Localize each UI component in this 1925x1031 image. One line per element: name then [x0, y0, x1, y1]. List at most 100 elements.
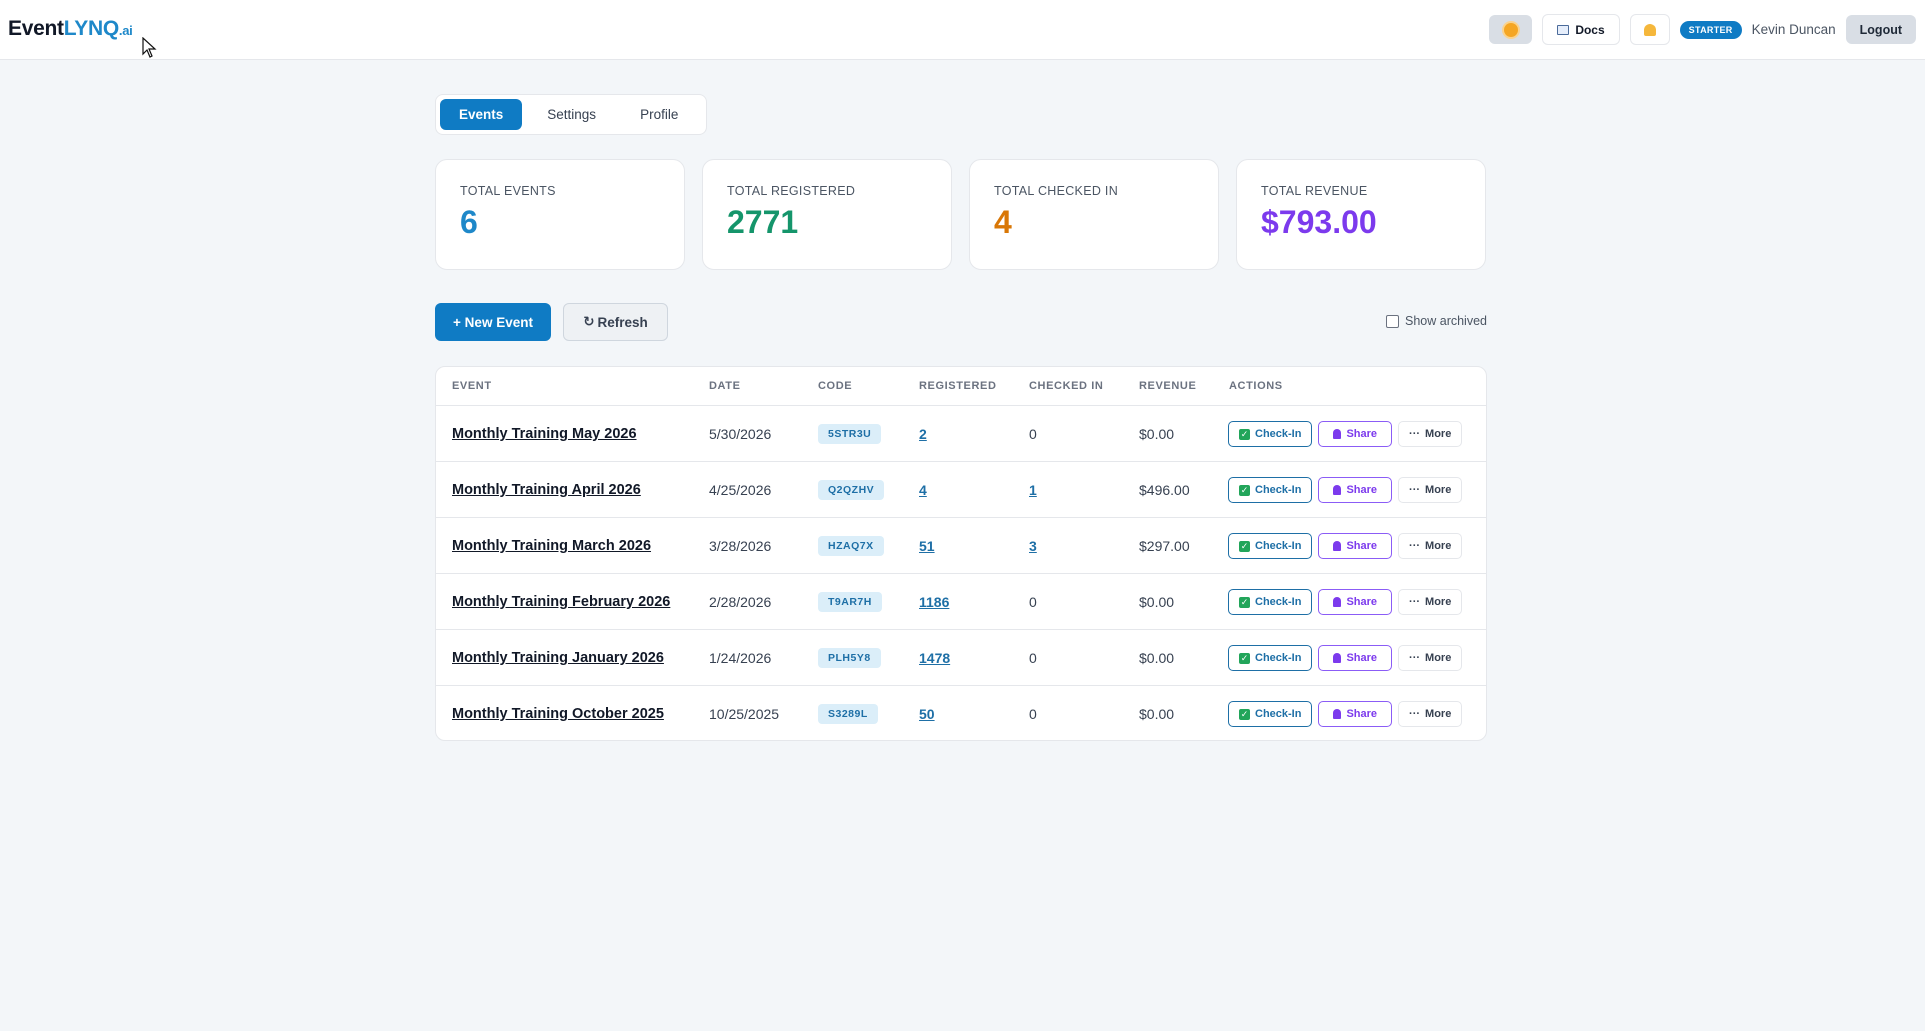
event-name-link[interactable]: Monthly Training January 2026: [452, 650, 664, 666]
event-date: 1/24/2026: [709, 650, 772, 666]
event-code-badge: HZAQ7X: [818, 536, 884, 556]
check-in-button[interactable]: ✓ Check-In: [1228, 701, 1313, 727]
event-revenue: $0.00: [1139, 426, 1175, 442]
registered-count-link[interactable]: 2: [919, 426, 927, 442]
checked-in-count[interactable]: 3: [1029, 538, 1037, 554]
user-name: Kevin Duncan: [1751, 22, 1836, 37]
share-label: Share: [1346, 484, 1378, 496]
table-row: Monthly Training May 2026 5/30/2026 5STR3U…: [436, 406, 1486, 462]
more-button[interactable]: ··· More: [1398, 421, 1463, 447]
checkbox-checked-icon: ✓: [1239, 540, 1250, 552]
mouse-cursor-icon: [142, 37, 157, 58]
check-in-label: Check-In: [1255, 708, 1302, 720]
share-label: Share: [1346, 652, 1378, 664]
refresh-icon: ↻: [583, 314, 595, 329]
col-header-actions: ACTIONS: [1229, 380, 1283, 392]
refresh-label: Refresh: [597, 314, 648, 330]
refresh-button[interactable]: ↻ Refresh: [563, 303, 668, 341]
check-in-button[interactable]: ✓ Check-In: [1228, 477, 1313, 503]
more-label: More: [1425, 484, 1452, 496]
more-label: More: [1425, 652, 1452, 664]
stat-value: 6: [460, 204, 478, 240]
share-label: Share: [1346, 428, 1378, 440]
table-row: Monthly Training April 2026 4/25/2026 Q2QZ…: [436, 462, 1486, 518]
registered-count-link[interactable]: 50: [919, 706, 935, 722]
registered-count-link[interactable]: 1186: [919, 594, 950, 610]
logout-button[interactable]: Logout: [1845, 15, 1916, 44]
table-header: EVENT DATE CODE REGISTERED CHECKED IN RE…: [436, 367, 1486, 406]
stat-label: TOTAL EVENTS: [460, 184, 556, 198]
theme-toggle-button[interactable]: [1489, 15, 1533, 44]
registered-count-link[interactable]: 4: [919, 482, 927, 498]
check-in-button[interactable]: ✓ Check-In: [1228, 589, 1313, 615]
tab-events[interactable]: Events: [440, 99, 523, 130]
share-icon: [1333, 429, 1342, 439]
event-revenue: $297.00: [1139, 538, 1190, 554]
event-name-link[interactable]: Monthly Training May 2026: [452, 426, 637, 442]
col-header-date: DATE: [709, 380, 741, 392]
check-in-button[interactable]: ✓ Check-In: [1228, 421, 1313, 447]
stat-label: TOTAL REGISTERED: [727, 184, 856, 198]
col-header-revenue: REVENUE: [1139, 380, 1197, 392]
event-date: 10/25/2025: [709, 706, 780, 722]
share-button[interactable]: Share: [1318, 477, 1393, 503]
check-in-label: Check-In: [1255, 484, 1302, 496]
checked-in-count: 0: [1029, 650, 1037, 666]
table-row: Monthly Training February 2026 2/28/2026 T…: [436, 574, 1486, 630]
more-label: More: [1425, 708, 1452, 720]
more-button[interactable]: ··· More: [1398, 477, 1463, 503]
more-button[interactable]: ··· More: [1398, 645, 1463, 671]
share-button[interactable]: Share: [1318, 589, 1393, 615]
share-icon: [1333, 709, 1342, 719]
table-row: Monthly Training January 2026 1/24/2026 PL…: [436, 630, 1486, 686]
check-in-button[interactable]: ✓ Check-In: [1228, 645, 1313, 671]
checked-in-count: 0: [1029, 706, 1037, 722]
table-row: Monthly Training October 2025 10/25/2025 S…: [436, 686, 1486, 740]
table-row: Monthly Training March 2026 3/28/2026 HZAQ…: [436, 518, 1486, 574]
share-button[interactable]: Share: [1318, 421, 1393, 447]
ellipsis-icon: ···: [1409, 708, 1421, 720]
more-button[interactable]: ··· More: [1398, 589, 1463, 615]
registered-count-link[interactable]: 1478: [919, 650, 951, 666]
checkbox-checked-icon: ✓: [1239, 484, 1250, 496]
share-button[interactable]: Share: [1318, 645, 1393, 671]
more-button[interactable]: ··· More: [1398, 701, 1463, 727]
check-in-button[interactable]: ✓ Check-In: [1228, 533, 1313, 559]
checkbox-checked-icon: ✓: [1239, 428, 1250, 440]
checkbox-checked-icon: ✓: [1239, 652, 1250, 664]
checked-in-count: 0: [1029, 594, 1037, 610]
share-icon: [1333, 653, 1342, 663]
app-logo[interactable]: EventLYNQ.ai: [8, 17, 133, 41]
event-name-link[interactable]: Monthly Training October 2025: [452, 706, 664, 722]
main-tabs: Events Settings Profile: [435, 94, 707, 135]
ellipsis-icon: ···: [1409, 652, 1421, 664]
event-date: 4/25/2026: [709, 482, 772, 498]
event-name-link[interactable]: Monthly Training March 2026: [452, 538, 652, 554]
col-header-registered: REGISTERED: [919, 380, 997, 392]
logo-text-lynq: LYNQ: [63, 17, 120, 40]
event-code-badge: 5STR3U: [818, 424, 882, 444]
event-revenue: $496.00: [1139, 482, 1190, 498]
event-code-badge: S3289L: [818, 704, 878, 724]
notifications-button[interactable]: [1629, 14, 1670, 45]
registered-count-link[interactable]: 51: [919, 538, 935, 554]
share-button[interactable]: Share: [1318, 701, 1393, 727]
event-name-link[interactable]: Monthly Training April 2026: [452, 482, 641, 498]
more-label: More: [1425, 428, 1452, 440]
ellipsis-icon: ···: [1409, 540, 1421, 552]
check-in-label: Check-In: [1255, 596, 1302, 608]
tab-settings[interactable]: Settings: [547, 107, 597, 122]
stat-card-total-events: TOTAL EVENTS 6: [435, 159, 685, 270]
show-archived-toggle[interactable]: Show archived: [1386, 314, 1487, 328]
new-event-button[interactable]: + New Event: [435, 303, 551, 341]
docs-button[interactable]: Docs: [1542, 14, 1620, 45]
check-in-label: Check-In: [1255, 428, 1302, 440]
more-button[interactable]: ··· More: [1398, 533, 1463, 559]
checked-in-count[interactable]: 1: [1029, 482, 1037, 498]
show-archived-checkbox[interactable]: [1386, 314, 1399, 328]
share-button[interactable]: Share: [1318, 533, 1393, 559]
event-name-link[interactable]: Monthly Training February 2026: [452, 594, 671, 610]
bell-icon: [1643, 23, 1656, 36]
tab-profile[interactable]: Profile: [640, 107, 679, 122]
col-header-checked-in: CHECKED IN: [1029, 380, 1104, 392]
